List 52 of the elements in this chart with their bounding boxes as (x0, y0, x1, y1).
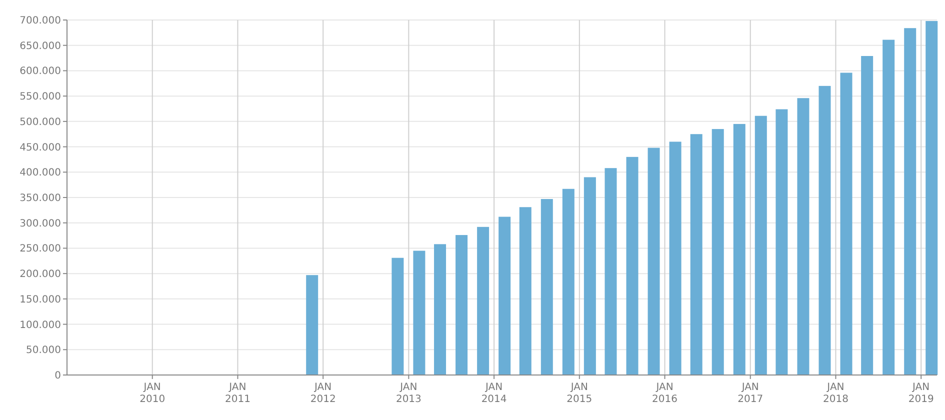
x-tick-label: JAN 2015 (566, 382, 592, 405)
bar (797, 98, 810, 375)
bar (604, 168, 617, 375)
bar (926, 21, 938, 375)
bar (456, 235, 468, 375)
y-tick-label: 150.000 (20, 294, 61, 306)
bar (861, 56, 874, 375)
bar (519, 207, 532, 375)
y-tick-label: 100.000 (20, 320, 61, 331)
bar (584, 177, 596, 375)
bar (882, 40, 895, 375)
bar (733, 124, 746, 375)
bar (669, 142, 682, 375)
bar (562, 188, 574, 375)
y-tick-label: 550.000 (20, 92, 61, 103)
bar (434, 244, 446, 375)
x-tick-label: JAN 2014 (481, 382, 507, 405)
x-tick-label: JAN 2017 (738, 382, 764, 405)
x-tick-label: JAN 2019 (908, 382, 934, 405)
y-tick-label: 450.000 (20, 142, 61, 154)
x-tick-label: JAN 2013 (396, 382, 422, 405)
y-tick-label: 700.000 (20, 16, 61, 26)
y-tick-label: 500.000 (20, 116, 61, 128)
y-tick-label: 200.000 (20, 269, 61, 280)
x-tick-label: JAN 2012 (310, 382, 336, 405)
y-tick-label: 350.000 (20, 193, 61, 204)
bar (776, 109, 788, 375)
y-tick-label: 650.000 (20, 40, 61, 52)
bar (648, 148, 660, 375)
y-tick-label: 50.000 (26, 345, 61, 356)
bar (690, 134, 702, 375)
bar (818, 86, 831, 375)
bar (904, 28, 916, 375)
y-tick-label: 250.000 (20, 244, 61, 255)
y-tick-label: 600.000 (20, 66, 61, 78)
bar (413, 250, 426, 375)
bar (498, 216, 511, 375)
bar (306, 275, 318, 375)
bar (840, 72, 852, 375)
bar (540, 199, 553, 375)
bar (626, 156, 638, 375)
x-tick-label: JAN 2010 (140, 382, 166, 405)
bar (392, 258, 404, 375)
y-tick-label: 0 (54, 370, 61, 382)
y-tick-label: 400.000 (20, 168, 61, 179)
bar (477, 226, 490, 375)
bar (754, 116, 767, 375)
y-tick-label: 300.000 (20, 218, 61, 230)
x-tick-label: JAN 2011 (225, 382, 250, 405)
bar (712, 129, 724, 375)
x-tick-label: JAN 2018 (823, 382, 848, 405)
x-tick-label: JAN 2016 (652, 382, 678, 405)
